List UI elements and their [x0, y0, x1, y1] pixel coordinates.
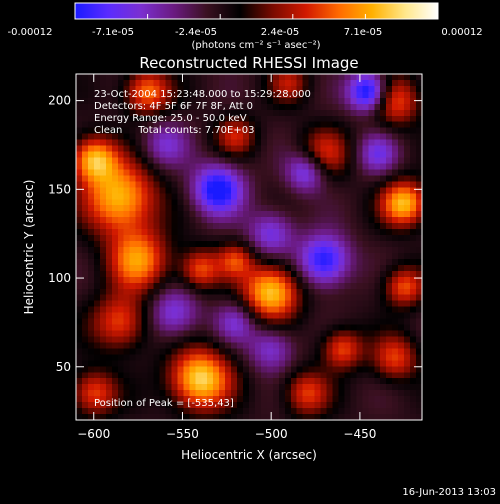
colorbar-tick-label: 2.4e-05	[261, 27, 299, 38]
y-axis: 50 100 150 200	[48, 94, 422, 374]
y-tick-label: 100	[48, 271, 71, 285]
colorbar-ticks	[74, 14, 439, 19]
colorbar-tick-label: -7.1e-05	[92, 27, 134, 38]
info-clean-counts: Clean Total counts: 7.70E+03	[94, 125, 254, 136]
info-energy-range: Energy Range: 25.0 - 50.0 keV	[94, 113, 247, 124]
y-tick-label: 200	[48, 94, 71, 108]
heatmap-area	[75, 73, 423, 421]
info-detectors: Detectors: 4F 5F 6F 7F 8F, Att 0	[94, 101, 253, 112]
colorbar-units: (photons cm⁻² s⁻¹ asec⁻²)	[191, 40, 320, 51]
plot-title: Reconstructed RHESSI Image	[139, 54, 358, 72]
x-tick-label: −600	[77, 427, 110, 441]
heatmap-image	[76, 74, 422, 420]
y-tick-label: 50	[56, 360, 71, 374]
colorbar: -0.00012 -7.1e-05 -2.4e-05 2.4e-05 7.1e-…	[8, 2, 483, 51]
x-tick-label: −550	[166, 427, 199, 441]
plot-frame	[75, 73, 423, 421]
info-text: 23-Oct-2004 15:23:48.000 to 15:29:28.000…	[94, 89, 311, 136]
colorbar-tick-label: -0.00012	[8, 27, 53, 38]
info-time-range: 23-Oct-2004 15:23:48.000 to 15:29:28.000	[94, 89, 311, 100]
colorbar-tick-label: -2.4e-05	[175, 27, 217, 38]
footer-date: 16-Jun-2013 13:03	[402, 487, 496, 498]
x-axis: −600 −550 −500 −450	[77, 74, 376, 441]
x-tick-label: −500	[255, 427, 288, 441]
x-axis-label: Heliocentric X (arcsec)	[181, 448, 317, 462]
peak-position: Position of Peak = [-535,43]	[94, 398, 234, 409]
colorbar-tick-label: 7.1e-05	[344, 27, 382, 38]
colorbar-gradient	[74, 2, 439, 20]
y-tick-label: 150	[48, 182, 71, 196]
x-tick-label: −450	[343, 427, 376, 441]
colorbar-tick-label: 0.00012	[441, 27, 482, 38]
y-axis-label: Heliocentric Y (arcsec)	[22, 180, 36, 315]
